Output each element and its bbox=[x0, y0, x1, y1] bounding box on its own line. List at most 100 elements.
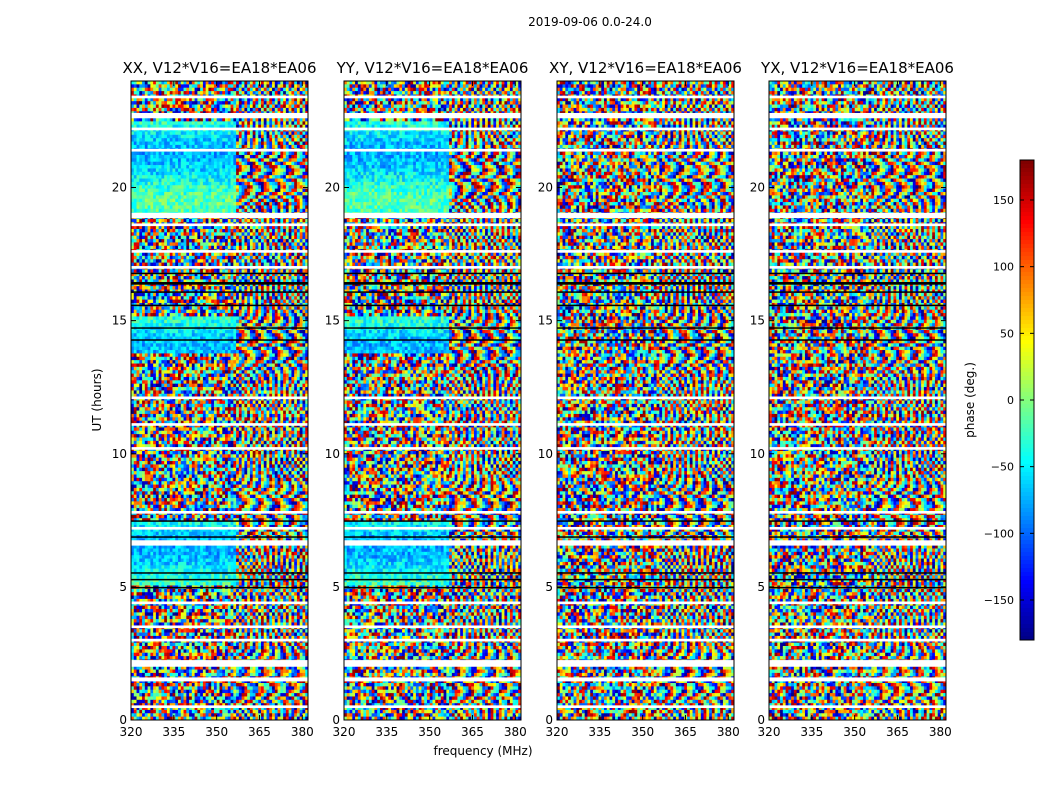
colorbar-swatch bbox=[1020, 316, 1034, 321]
colorbar-tick-label: 150 bbox=[993, 194, 1014, 207]
colorbar-swatch bbox=[1020, 192, 1034, 197]
colorbar-swatch bbox=[1020, 360, 1034, 365]
colorbar-swatch bbox=[1020, 524, 1034, 529]
colorbar-swatch bbox=[1020, 308, 1034, 313]
x-tick-label: 350 bbox=[418, 725, 441, 739]
black-band bbox=[344, 272, 521, 275]
x-axis-label: frequency (MHz) bbox=[433, 744, 532, 758]
black-band bbox=[769, 578, 946, 581]
colorbar-swatch bbox=[1020, 584, 1034, 589]
colorbar-swatch bbox=[1020, 292, 1034, 297]
flagged-band bbox=[344, 127, 521, 131]
flagged-band bbox=[344, 625, 521, 629]
colorbar-swatch bbox=[1020, 412, 1034, 417]
colorbar-swatch bbox=[1020, 432, 1034, 437]
colorbar-swatch bbox=[1020, 400, 1034, 405]
colorbar-swatch bbox=[1020, 508, 1034, 513]
y-tick-label: 20 bbox=[112, 181, 127, 195]
phase-heatmap bbox=[769, 81, 946, 720]
colorbar-label: phase (deg.) bbox=[963, 362, 977, 438]
colorbar-swatch bbox=[1020, 448, 1034, 453]
flagged-band bbox=[769, 677, 946, 682]
colorbar-swatch bbox=[1020, 320, 1034, 325]
axes-frame bbox=[768, 80, 947, 721]
flagged-band bbox=[769, 601, 946, 605]
flagged-band bbox=[557, 95, 734, 99]
x-tick-label: 380 bbox=[717, 725, 740, 739]
colorbar-swatch bbox=[1020, 344, 1034, 349]
colorbar-swatch bbox=[1020, 368, 1034, 373]
black-band bbox=[131, 536, 308, 538]
flagged-band bbox=[769, 423, 946, 426]
flagged-band bbox=[131, 396, 308, 400]
colorbar-swatch bbox=[1020, 184, 1034, 189]
flagged-band bbox=[769, 266, 946, 269]
flagged-band bbox=[344, 396, 521, 400]
black-band bbox=[557, 291, 734, 293]
colorbar-swatch bbox=[1020, 576, 1034, 581]
colorbar-swatch bbox=[1020, 332, 1034, 337]
flagged-band bbox=[131, 148, 308, 152]
colorbar-swatch bbox=[1020, 276, 1034, 281]
flagged-band bbox=[131, 705, 308, 709]
panels: XX, V12*V16=EA18*EA06 320 335 350 365 380 0 5 10… bbox=[112, 59, 954, 739]
colorbar-swatch bbox=[1020, 380, 1034, 385]
black-band bbox=[557, 536, 734, 538]
colorbar-swatch bbox=[1020, 424, 1034, 429]
flagged-band bbox=[344, 95, 521, 99]
colorbar-swatch bbox=[1020, 468, 1034, 473]
colorbar-swatch bbox=[1020, 520, 1034, 525]
flagged-band bbox=[557, 625, 734, 629]
black-band bbox=[344, 327, 521, 329]
colorbar-swatch bbox=[1020, 236, 1034, 241]
black-band bbox=[131, 572, 308, 574]
flagged-band bbox=[769, 396, 946, 400]
colorbar-tick-label: −100 bbox=[984, 527, 1014, 540]
black-band bbox=[557, 282, 734, 285]
flagged-band bbox=[344, 223, 521, 227]
colorbar-swatch bbox=[1020, 556, 1034, 561]
x-tick-label: 365 bbox=[886, 725, 909, 739]
colorbar-swatch bbox=[1020, 312, 1034, 317]
colorbar-swatch bbox=[1020, 260, 1034, 265]
flagged-band bbox=[557, 660, 734, 667]
colorbar-tick-label: −150 bbox=[984, 594, 1014, 607]
figure-suptitle: 2019-09-06 0.0-24.0 bbox=[528, 15, 652, 29]
x-tick-label: 335 bbox=[375, 725, 398, 739]
black-band bbox=[769, 520, 946, 522]
black-band bbox=[557, 327, 734, 329]
y-tick-label: 15 bbox=[112, 314, 127, 328]
colorbar-swatch bbox=[1020, 528, 1034, 533]
flagged-band bbox=[557, 540, 734, 546]
colorbar-swatch bbox=[1020, 288, 1034, 293]
colorbar-swatch bbox=[1020, 384, 1034, 389]
flagged-band bbox=[769, 625, 946, 629]
axes-frame bbox=[556, 80, 735, 721]
flagged-band bbox=[131, 526, 308, 530]
black-band bbox=[769, 291, 946, 293]
black-band bbox=[344, 578, 521, 581]
colorbar-swatch bbox=[1020, 492, 1034, 497]
flagged-band bbox=[769, 148, 946, 152]
flagged-band bbox=[344, 423, 521, 426]
black-band bbox=[557, 304, 734, 307]
colorbar-swatch bbox=[1020, 420, 1034, 425]
colorbar-swatch bbox=[1020, 536, 1034, 541]
flagged-band bbox=[344, 447, 521, 450]
axes-frame bbox=[130, 80, 309, 721]
colorbar-swatch bbox=[1020, 580, 1034, 585]
colorbar-swatch bbox=[1020, 176, 1034, 181]
black-band bbox=[344, 520, 521, 522]
black-band bbox=[344, 339, 521, 341]
colorbar-swatch bbox=[1020, 620, 1034, 625]
colorbar-tick-label: 50 bbox=[1000, 327, 1014, 340]
colorbar-tick-label: 100 bbox=[993, 261, 1014, 274]
colorbar-swatch bbox=[1020, 376, 1034, 381]
y-tick-label: 5 bbox=[757, 580, 765, 594]
y-tick-label: 0 bbox=[545, 713, 553, 727]
colorbar-swatch bbox=[1020, 168, 1034, 173]
y-tick-label: 10 bbox=[112, 447, 127, 461]
x-tick-label: 350 bbox=[631, 725, 654, 739]
x-tick-label: 320 bbox=[333, 725, 356, 739]
